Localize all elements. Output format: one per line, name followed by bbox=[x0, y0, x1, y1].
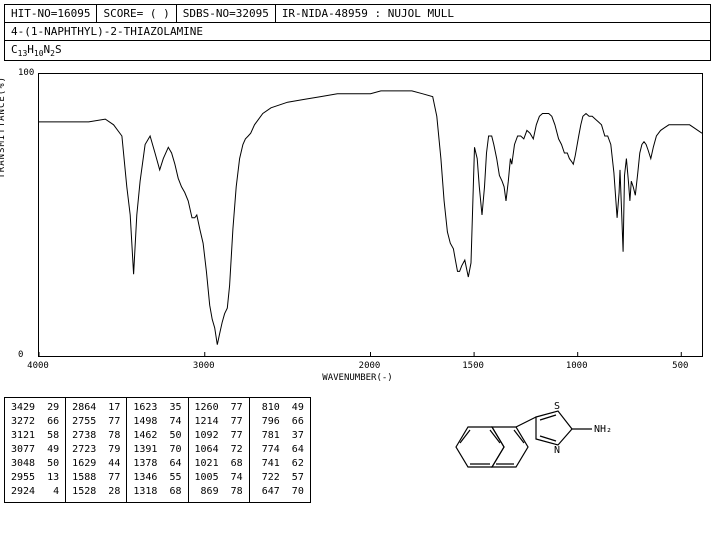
score: SCORE= ( ) bbox=[97, 5, 176, 22]
peak-row: 2955 13 bbox=[11, 471, 59, 485]
peak-row: 810 49 bbox=[256, 401, 304, 415]
peak-row: 1588 77 bbox=[72, 471, 120, 485]
peak-row: 1318 68 bbox=[133, 485, 181, 499]
peak-row: 1528 28 bbox=[72, 485, 120, 499]
peak-row: 2924 4 bbox=[11, 485, 59, 499]
peak-row: 647 70 bbox=[256, 485, 304, 499]
x-tick: 1500 bbox=[462, 361, 484, 371]
sdbs-no: SDBS-NO=32095 bbox=[177, 5, 276, 22]
peak-row: 1623 35 bbox=[133, 401, 181, 415]
header-bar: HIT-NO=16095 SCORE= ( ) SDBS-NO=32095 IR… bbox=[4, 4, 711, 23]
peak-row: 2755 77 bbox=[72, 415, 120, 429]
nitrogen-label: N bbox=[554, 445, 560, 456]
peak-column: 2864 172755 772738 782723 791629 441588 … bbox=[66, 398, 127, 502]
structure-diagram: S N NH₂ bbox=[341, 397, 711, 497]
peak-row: 2723 79 bbox=[72, 443, 120, 457]
peak-row: 3272 66 bbox=[11, 415, 59, 429]
peak-row: 3077 49 bbox=[11, 443, 59, 457]
peak-row: 2864 17 bbox=[72, 401, 120, 415]
peak-row: 781 37 bbox=[256, 429, 304, 443]
peak-column: 1623 351498 741462 501391 701378 641346 … bbox=[127, 398, 188, 502]
peak-row: 1021 68 bbox=[195, 457, 243, 471]
peak-column: 1260 771214 771092 771064 721021 681005 … bbox=[189, 398, 250, 502]
peak-row: 1005 74 bbox=[195, 471, 243, 485]
peak-row: 741 62 bbox=[256, 457, 304, 471]
peak-row: 1214 77 bbox=[195, 415, 243, 429]
peak-row: 1064 72 bbox=[195, 443, 243, 457]
peak-column: 3429 293272 663121 583077 493048 502955 … bbox=[5, 398, 66, 502]
y-tick: 100 bbox=[18, 68, 34, 78]
x-tick: 500 bbox=[672, 361, 688, 371]
sulfur-label: S bbox=[554, 401, 560, 412]
peak-row: 796 66 bbox=[256, 415, 304, 429]
plot-area bbox=[38, 73, 703, 357]
spectrum-line bbox=[39, 74, 702, 356]
peak-row: 1462 50 bbox=[133, 429, 181, 443]
peak-row: 1498 74 bbox=[133, 415, 181, 429]
ir-spectrum-chart: TRANSMITTANCE(%) WAVENUMBER(-) 0100 4000… bbox=[4, 65, 711, 385]
molecule-svg: S N NH₂ bbox=[436, 397, 616, 497]
peak-row: 1391 70 bbox=[133, 443, 181, 457]
nh2-label: NH₂ bbox=[594, 424, 612, 435]
peak-row: 1092 77 bbox=[195, 429, 243, 443]
peak-row: 3429 29 bbox=[11, 401, 59, 415]
peak-row: 1346 55 bbox=[133, 471, 181, 485]
y-axis-label: TRANSMITTANCE(%) bbox=[0, 76, 7, 179]
x-tick: 1000 bbox=[566, 361, 588, 371]
peak-row: 869 78 bbox=[195, 485, 243, 499]
hit-no: HIT-NO=16095 bbox=[5, 5, 97, 22]
y-tick: 0 bbox=[18, 350, 23, 360]
x-tick: 4000 bbox=[27, 361, 49, 371]
bottom-panel: 3429 293272 663121 583077 493048 502955 … bbox=[4, 397, 711, 503]
x-tick: 3000 bbox=[193, 361, 215, 371]
peak-row: 2738 78 bbox=[72, 429, 120, 443]
peak-table: 3429 293272 663121 583077 493048 502955 … bbox=[4, 397, 311, 503]
peak-row: 3121 58 bbox=[11, 429, 59, 443]
peak-row: 1378 64 bbox=[133, 457, 181, 471]
x-axis-label: WAVENUMBER(-) bbox=[322, 373, 392, 383]
molecular-formula: C13H10N2S bbox=[4, 41, 711, 61]
peak-row: 3048 50 bbox=[11, 457, 59, 471]
peak-row: 722 57 bbox=[256, 471, 304, 485]
x-tick: 2000 bbox=[359, 361, 381, 371]
compound-name: 4-(1-NAPHTHYL)-2-THIAZOLAMINE bbox=[4, 23, 711, 41]
peak-column: 810 49 796 66 781 37 774 64 741 62 722 5… bbox=[250, 398, 310, 502]
peak-row: 1629 44 bbox=[72, 457, 120, 471]
ir-id: IR-NIDA-48959 : NUJOL MULL bbox=[276, 5, 710, 22]
peak-row: 1260 77 bbox=[195, 401, 243, 415]
peak-row: 774 64 bbox=[256, 443, 304, 457]
